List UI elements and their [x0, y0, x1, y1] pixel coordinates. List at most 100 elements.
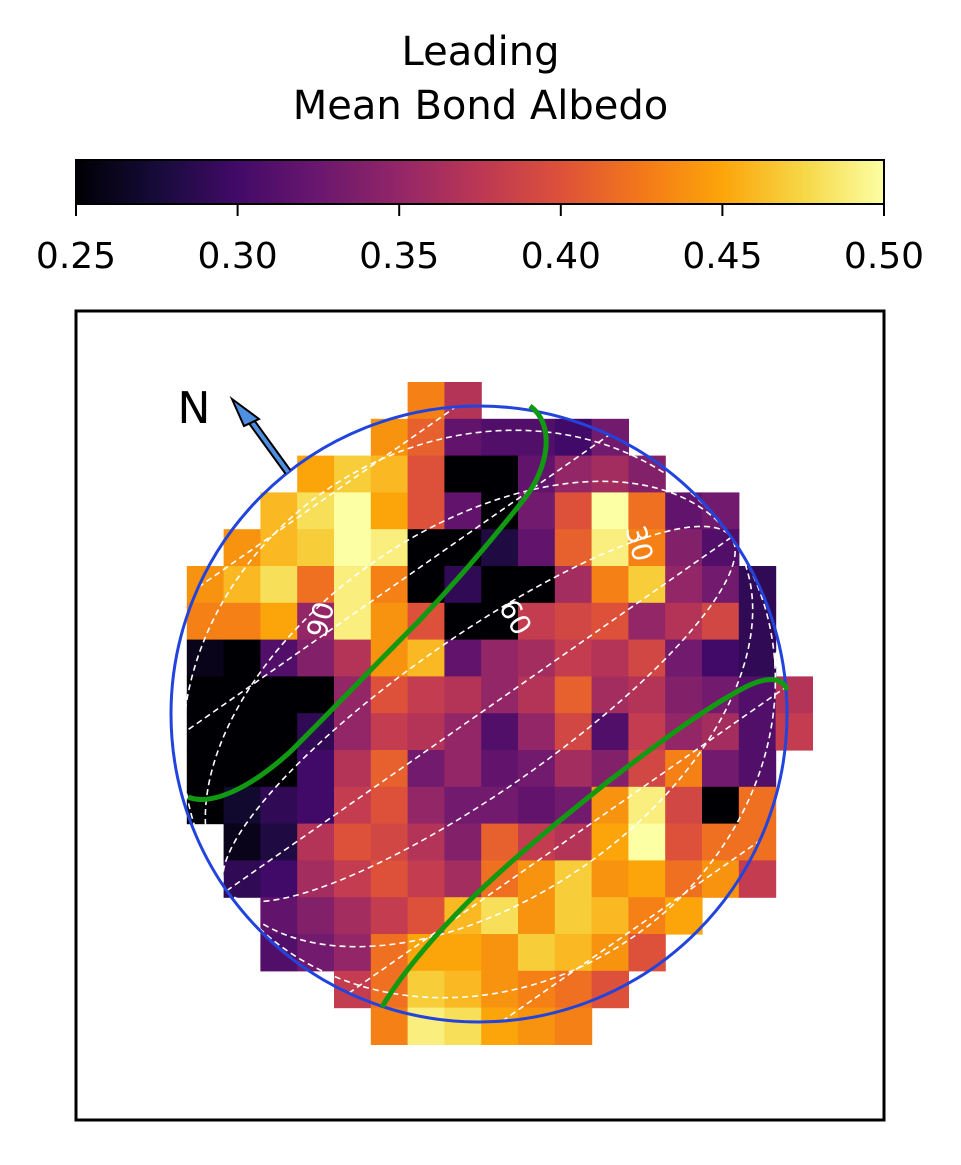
albedo-cell: [481, 676, 519, 714]
albedo-cell: [407, 1007, 445, 1045]
albedo-cell: [407, 860, 445, 898]
grid-line: [222, 525, 732, 892]
terminator-line-west: [187, 403, 549, 802]
albedo-cell: [407, 602, 445, 641]
albedo-cell: [518, 750, 556, 788]
albedo-cell: [334, 713, 372, 751]
albedo-cell: [444, 750, 482, 788]
albedo-cell: [591, 934, 629, 972]
albedo-cell: [518, 934, 556, 972]
albedo-cell: [554, 455, 593, 493]
albedo-cell: [481, 897, 519, 935]
albedo-cell: [628, 492, 666, 530]
albedo-cell: [481, 823, 519, 861]
albedo-cell: [334, 529, 372, 567]
albedo-cell: [591, 970, 629, 1009]
albedo-cell: [186, 602, 225, 641]
albedo-cell: [186, 639, 225, 677]
albedo-cell: [628, 455, 666, 493]
albedo-cell: [297, 713, 335, 751]
albedo-cell: [223, 529, 261, 567]
albedo-cell: [370, 786, 409, 825]
albedo-cell: [628, 676, 666, 714]
grid-line: [204, 480, 732, 892]
north-label: N: [178, 383, 211, 434]
albedo-cell: [407, 823, 445, 861]
albedo-cell: [554, 713, 593, 751]
albedo-cell: [444, 639, 482, 677]
albedo-cell: [297, 750, 335, 788]
albedo-cell: [738, 713, 777, 751]
limb-circle: [169, 404, 789, 1024]
albedo-cell: [481, 455, 519, 493]
albedo-cell: [628, 750, 666, 788]
albedo-cell: [665, 529, 703, 567]
albedo-cell: [444, 676, 482, 714]
albedo-cell: [260, 713, 298, 751]
albedo-cell: [407, 639, 445, 677]
albedo-cell: [628, 860, 666, 898]
albedo-cell: [223, 860, 261, 898]
albedo-cell: [628, 566, 666, 604]
albedo-cell: [223, 823, 261, 861]
albedo-cell: [591, 897, 629, 935]
albedo-cell: [702, 639, 740, 677]
albedo-cell: [591, 566, 629, 604]
albedo-cell: [591, 639, 629, 677]
albedo-cell: [665, 639, 703, 677]
albedo-cell: [334, 566, 372, 604]
terminator-line-east: [379, 677, 790, 1009]
albedo-cell: [186, 750, 225, 788]
albedo-cell: [518, 602, 556, 641]
albedo-cell: [370, 897, 409, 935]
albedo-cell: [554, 860, 593, 898]
albedo-cell: [297, 786, 335, 825]
albedo-cell: [591, 713, 629, 751]
albedo-cell: [628, 823, 666, 861]
grid-line: [181, 429, 732, 892]
albedo-cell: [444, 897, 482, 935]
albedo-cell: [334, 639, 372, 677]
albedo-cell: [334, 934, 372, 972]
albedo-cell: [297, 860, 335, 898]
albedo-cell: [260, 639, 298, 677]
albedo-cell: [481, 566, 519, 604]
grid-line: [226, 536, 754, 948]
albedo-cell: [334, 823, 372, 861]
albedo-cell: [370, 529, 409, 567]
albedo-cell: [481, 860, 519, 898]
albedo-cell: [260, 529, 298, 567]
albedo-cell: [665, 602, 703, 641]
albedo-cell: [518, 713, 556, 751]
albedo-cell: [591, 418, 629, 457]
albedo-cell: [297, 823, 335, 861]
albedo-cell: [665, 860, 703, 898]
albedo-cell: [407, 529, 445, 567]
albedo-cell: [554, 566, 593, 604]
albedo-cell: [223, 713, 261, 751]
albedo-cell: [665, 823, 703, 861]
albedo-cell: [518, 566, 556, 604]
albedo-cell: [554, 602, 593, 641]
grid-line: [197, 406, 457, 588]
albedo-cell: [628, 786, 666, 825]
albedo-cell: [481, 639, 519, 677]
map-frame: [74, 309, 886, 1122]
chart-title: Leading: [401, 29, 560, 75]
albedo-cell: [702, 566, 740, 604]
albedo-cell: [481, 713, 519, 751]
colorbar-tick-label: 0.45: [682, 236, 762, 277]
albedo-cell: [554, 823, 593, 861]
albedo-cell: [518, 418, 556, 457]
grid-label-30-top: 30: [668, 436, 704, 473]
albedo-cell: [260, 934, 298, 972]
albedo-cell: [554, 1007, 593, 1045]
albedo-cell: [702, 602, 740, 641]
north-arrow: [229, 395, 292, 475]
albedo-cell: [554, 639, 593, 677]
albedo-cell: [444, 382, 482, 420]
albedo-cell: [738, 639, 777, 677]
albedo-cell: [370, 713, 409, 751]
albedo-cell: [481, 418, 519, 457]
